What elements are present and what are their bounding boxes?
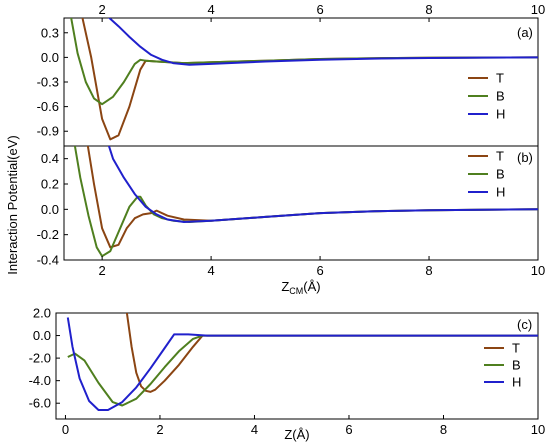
panel-c-x-ticks: 0 2 4 6 8 10 (62, 415, 545, 437)
y-tick-label: -2.0 (29, 351, 51, 366)
panel-b-x-ticks: 2 4 6 8 10 (99, 256, 545, 278)
y-tick-label: 2.0 (33, 306, 51, 321)
series-B-line (67, 334, 538, 407)
panel-c-legend: TBH (484, 341, 521, 390)
y-tick-label: -0.2 (37, 227, 59, 242)
panel-c-label: (c) (517, 317, 532, 332)
panel-c-x-axis-label: Z(Å) (284, 427, 309, 442)
top-tick-label: 2 (99, 2, 106, 17)
top-tick-label: 8 (425, 2, 432, 17)
panel-c-curves (66, 313, 538, 411)
panel-c-frame (55, 312, 539, 420)
panel-b-x-axis-label: ZCM(Å) (281, 279, 320, 296)
series-B-line (70, 18, 538, 106)
legend-label-T: T (512, 341, 520, 356)
y-tick-label: 0.0 (33, 328, 51, 343)
panel-c-y-ticks: 2.0 0.0 -2.0 -4.0 -6.0 (29, 306, 60, 411)
panel-c: 2.0 0.0 -2.0 -4.0 -6.0 0 2 4 6 8 10 (c) TBH Z(Å) (29, 306, 546, 443)
x-tick-label: 0 (62, 422, 69, 437)
y-tick-label: -0.4 (37, 253, 59, 268)
panel-a-top-ticks: 2 4 6 8 10 (99, 2, 545, 22)
panel-a-y-ticks: 0.3 0.0 -0.3 -0.6 -0.9 (37, 25, 68, 139)
series-B-line (73, 146, 538, 258)
series-H-line (107, 18, 538, 66)
x-label-unit: (Å) (303, 279, 320, 294)
series-H-line (66, 317, 538, 411)
y-tick-label: -6.0 (29, 396, 51, 411)
y-tick-label: -0.6 (37, 99, 59, 114)
legend-label-H: H (512, 375, 521, 390)
legend-label-T: T (496, 149, 504, 164)
x-tick-label: 6 (316, 263, 323, 278)
x-tick-label: 10 (531, 263, 545, 278)
panel-b-label: (b) (517, 150, 533, 165)
y-tick-label: 0.3 (41, 25, 59, 40)
legend-label-H: H (496, 185, 505, 200)
y-tick-label: 0.2 (41, 177, 59, 192)
y-tick-label: 0.4 (41, 151, 59, 166)
panel-a-label: (a) (517, 25, 533, 40)
y-tick-label: 0.0 (41, 202, 59, 217)
x-tick-label: 8 (425, 263, 432, 278)
y-tick-label: -0.9 (37, 124, 59, 139)
legend-label-B: B (512, 358, 521, 373)
series-T-line (125, 313, 538, 393)
panel-b-frame (63, 145, 539, 261)
x-label-main: Z (281, 279, 289, 294)
x-tick-label: 8 (440, 422, 447, 437)
series-T-line (81, 18, 538, 141)
y-tick-label: -0.3 (37, 75, 59, 90)
x-tick-label: 4 (207, 263, 214, 278)
y-tick-label: -4.0 (29, 373, 51, 388)
x-tick-label: 6 (345, 422, 352, 437)
top-tick-label: 4 (207, 2, 214, 17)
top-tick-label: 10 (531, 2, 545, 17)
y-tick-label: 0.0 (41, 50, 59, 65)
x-tick-label: 2 (156, 422, 163, 437)
legend-label-T: T (496, 71, 504, 86)
x-tick-label: 2 (99, 263, 106, 278)
x-tick-label: 10 (531, 422, 545, 437)
legend-label-B: B (496, 89, 505, 104)
panel-a: 0.3 0.0 -0.3 -0.6 -0.9 2 4 6 8 10 (a) TBH (37, 2, 545, 147)
legend-label-B: B (496, 167, 505, 182)
panel-b-curves (73, 146, 538, 258)
top-tick-label: 6 (316, 2, 323, 17)
x-tick-label: 4 (251, 422, 258, 437)
y-axis-label: Interaction Potential(eV) (5, 135, 20, 274)
x-label-sub: CM (289, 286, 303, 296)
series-H-line (107, 146, 538, 223)
legend-label-H: H (496, 107, 505, 122)
panel-a-frame (63, 17, 539, 147)
panel-b: 0.4 0.2 0.0 -0.2 -0.4 2 4 6 8 10 (b) TBH ZCM(Å) (37, 145, 545, 296)
panel-a-curves (70, 18, 538, 141)
panel-a-legend: TBH (468, 71, 505, 122)
series-T-line (86, 146, 538, 249)
panel-b-y-ticks: 0.4 0.2 0.0 -0.2 -0.4 (37, 151, 68, 268)
panel-b-legend: TBH (468, 149, 505, 200)
